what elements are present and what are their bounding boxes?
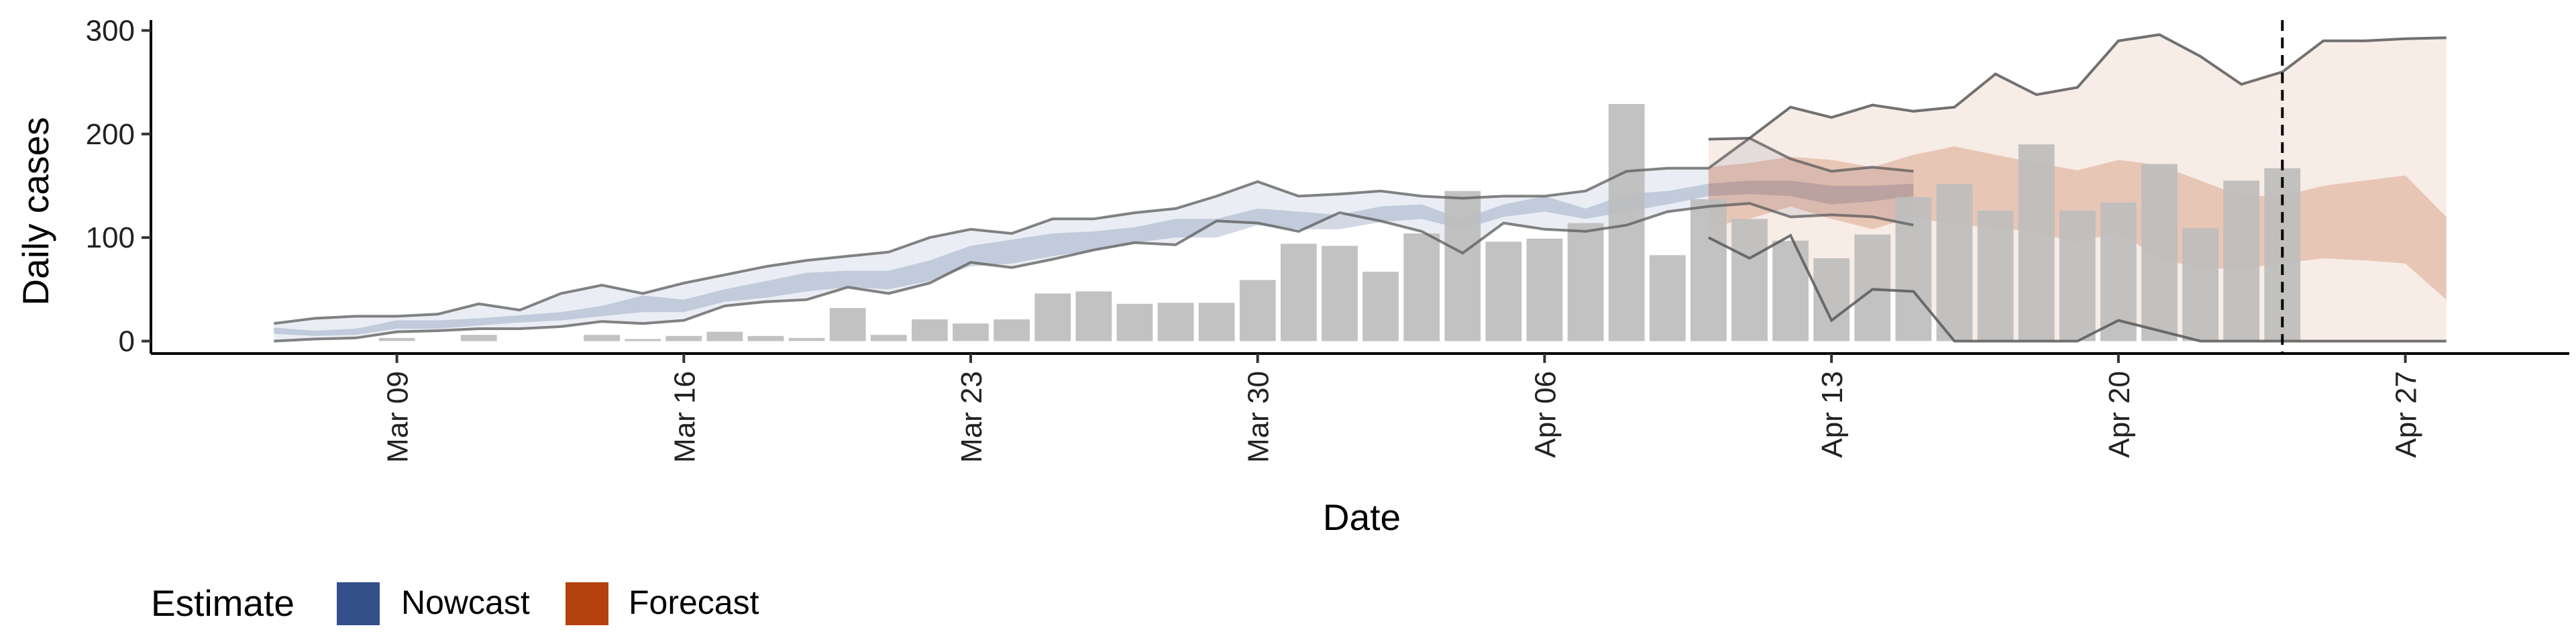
x-tick-label: Apr 06 [1529, 371, 1562, 458]
bar-2020-03-27 [1116, 303, 1153, 341]
reported-cases-bars [378, 104, 2301, 341]
bar-2020-04-09 [1649, 255, 1686, 341]
bar-2020-04-08 [1608, 104, 1645, 341]
bar-2020-04-05 [1485, 241, 1522, 341]
y-tick-label: 100 [86, 221, 135, 254]
bar-2020-03-16 [665, 335, 702, 341]
bar-2020-03-22 [912, 319, 948, 341]
y-axis-title: Daily cases [15, 117, 56, 305]
bar-2020-04-18 [2018, 144, 2055, 341]
nowcast-inner-band [274, 180, 1914, 336]
forecast-lower-line [1707, 233, 2447, 343]
uncertainty-bands [274, 34, 2447, 341]
bar-2020-03-18 [747, 335, 784, 341]
bar-2020-04-04 [1444, 191, 1481, 341]
forecast-upper-line [1708, 33, 2447, 141]
bar-2020-04-17 [1977, 211, 2014, 341]
bar-2020-03-19 [788, 337, 825, 341]
bar-2020-03-21 [870, 335, 907, 341]
bar-2020-03-28 [1157, 303, 1194, 341]
bar-2020-04-15 [1895, 197, 1932, 341]
y-tick-label: 300 [86, 14, 135, 47]
y-tick-label: 0 [119, 325, 135, 358]
x-axis-title: Date [1323, 496, 1401, 538]
bar-2020-04-20 [2100, 202, 2137, 341]
bar-2020-04-01 [1322, 246, 1358, 341]
x-tick-label: Apr 13 [1816, 371, 1849, 458]
x-tick-label: Mar 30 [1242, 371, 1275, 463]
bar-2020-03-11 [460, 335, 497, 341]
nowcast-lower-line [274, 202, 1914, 343]
bar-2020-04-07 [1567, 223, 1604, 341]
legend-title: Estimate [151, 582, 294, 624]
legend-swatch-nowcast [337, 582, 380, 625]
bar-2020-03-24 [994, 319, 1030, 341]
nowcast-outer-band [274, 138, 1914, 341]
interval-boundary-lines [274, 20, 2447, 354]
legend-label-nowcast: Nowcast [401, 584, 530, 621]
bar-2020-03-31 [1281, 244, 1317, 341]
bar-2020-03-25 [1034, 293, 1071, 341]
axes: 0 100 200 300 Mar 09 Mar 16 Mar 23 Mar 30 Apr 06… [86, 14, 2569, 463]
bar-2020-03-29 [1198, 303, 1235, 341]
bar-2020-04-19 [2059, 211, 2096, 341]
bar-2020-03-17 [706, 331, 743, 341]
x-tick-label: Mar 23 [955, 371, 988, 463]
bar-2020-04-02 [1362, 272, 1399, 341]
bar-2020-04-10 [1690, 199, 1727, 341]
bar-2020-04-03 [1403, 233, 1440, 341]
bar-2020-03-23 [953, 323, 989, 341]
bar-2020-04-06 [1526, 238, 1563, 341]
bar-2020-03-09 [378, 337, 415, 341]
bar-2020-04-21 [2141, 164, 2178, 341]
bar-2020-03-20 [829, 308, 866, 341]
x-tick-label: Apr 20 [2103, 371, 2136, 458]
bar-2020-04-11 [1731, 219, 1768, 341]
bar-2020-03-30 [1239, 280, 1276, 341]
bar-2020-04-14 [1854, 234, 1891, 341]
bar-2020-04-13 [1813, 258, 1850, 341]
bar-2020-04-12 [1772, 240, 1809, 341]
y-tick-label: 200 [86, 118, 135, 151]
forecast-outer-band [1708, 34, 2447, 341]
bar-2020-04-23 [2223, 180, 2260, 341]
x-tick-label: Mar 09 [382, 371, 415, 463]
nowcast-upper-line [274, 136, 1914, 325]
x-tick-label: Apr 27 [2390, 371, 2423, 458]
x-tick-label: Mar 16 [668, 371, 701, 463]
legend: Estimate Nowcast Forecast [151, 582, 759, 625]
bar-2020-03-14 [584, 335, 620, 341]
legend-label-forecast: Forecast [629, 584, 759, 621]
bar-2020-03-26 [1075, 291, 1112, 341]
bar-2020-04-16 [1936, 183, 1973, 341]
legend-swatch-forecast [566, 582, 608, 625]
bar-2020-03-15 [625, 339, 661, 341]
bar-2020-04-22 [2182, 228, 2218, 341]
